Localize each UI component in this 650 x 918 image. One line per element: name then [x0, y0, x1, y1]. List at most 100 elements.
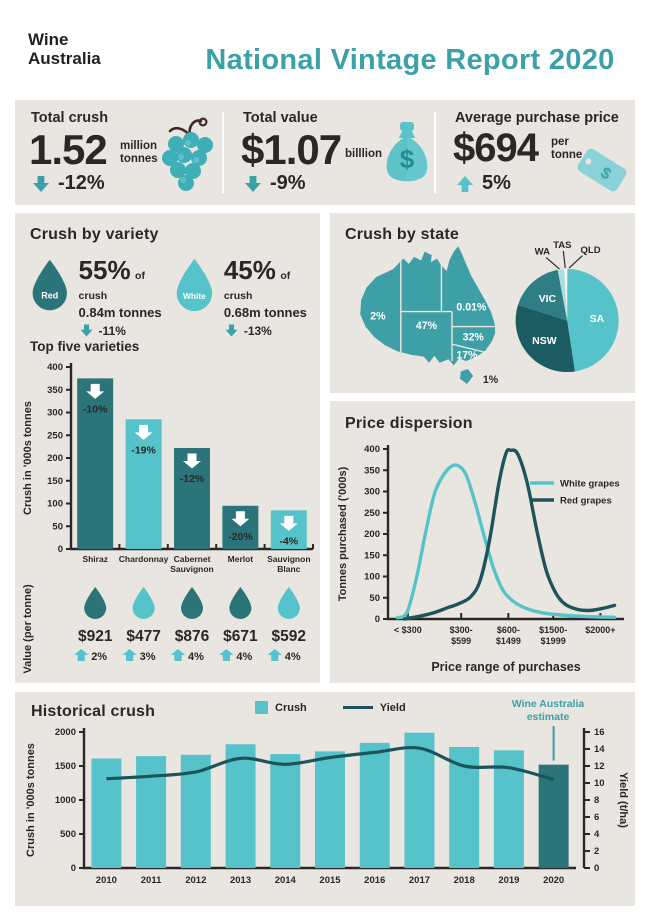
red-drop-icon: Red: [32, 259, 67, 311]
stat-change-text: -9%: [270, 172, 306, 194]
bar-chardonnay: [125, 419, 162, 549]
historical-legend: Crush Yield: [255, 701, 406, 714]
stat-change-text: 5%: [482, 172, 511, 194]
top-five-varieties-title: Top five varieties: [30, 339, 140, 354]
y-tick-label-left: 1500: [55, 761, 76, 772]
crush-by-variety-panel: Crush by variety Red 55% of crush 0.84m …: [15, 213, 320, 683]
map-label-qld: 0.01%: [456, 302, 487, 314]
value-per-tonne-value: $921: [78, 628, 113, 645]
year-label: 2020: [543, 875, 564, 886]
x-tick-label: < $300: [394, 625, 422, 635]
y-tick-label: 50: [369, 593, 380, 604]
stat-total-crush: Total crush 1.52 million tonnes -12%: [15, 100, 222, 205]
bar-category-label: Sauvignon: [170, 564, 213, 574]
drop-label: White: [183, 291, 206, 301]
year-label: 2016: [364, 875, 385, 886]
y-tick-label: 300: [364, 487, 380, 498]
pie-inside-label-sa: SA: [590, 314, 605, 325]
pie-inside-label-vic: VIC: [539, 294, 557, 305]
bar-down-arrow-icon: [134, 424, 153, 440]
y-tick-label-right: 4: [594, 829, 600, 840]
y-tick-label: 100: [364, 572, 380, 583]
section-title: Price dispersion: [345, 415, 473, 432]
y-tick-label: 0: [375, 614, 380, 625]
value-per-tonne-value: $671: [223, 628, 258, 645]
stat-change-text: -12%: [58, 172, 105, 194]
x-tick-label: $2000+: [585, 625, 615, 635]
bar-down-arrow-icon: [183, 453, 201, 469]
state-borders: [400, 261, 495, 361]
stat-value: 1.52: [29, 126, 108, 173]
logo-line2: Australia: [28, 49, 101, 69]
logo-line1: Wine: [28, 30, 69, 49]
y-tick-label: 0: [58, 544, 63, 555]
stats-divider: [434, 112, 436, 193]
up-arrow-icon: [122, 649, 137, 661]
year-label: 2010: [96, 875, 117, 886]
y-tick-label: 400: [364, 444, 380, 455]
legend-yield: Yield: [342, 701, 406, 714]
value-drop-icon: [229, 587, 252, 619]
pie-leader-line: [568, 255, 583, 269]
stat-value: $694: [453, 126, 539, 170]
x-axis-label: Price range of purchases: [431, 660, 580, 674]
year-label: 2014: [275, 875, 297, 886]
value-per-tonne-label: Value (per tonne): [22, 584, 34, 674]
y-tick-label: 250: [364, 508, 380, 519]
up-arrow-icon: [457, 175, 473, 192]
legend-label: Red grapes: [560, 496, 612, 507]
y-axis-label: Tonnes purchased ('000s): [337, 466, 349, 601]
y-tick-label: 100: [47, 499, 63, 510]
price-tag-icon: $: [577, 148, 627, 192]
bar-category-label: Merlot: [228, 554, 254, 564]
stat-unit: million tonnes: [120, 140, 158, 165]
stat-value: $1.07: [241, 126, 342, 173]
legend-yield-label: Yield: [379, 701, 406, 714]
white-change-text: -13%: [243, 323, 272, 338]
value-per-tonne-value: $477: [126, 628, 160, 645]
stat-change: -12%: [31, 172, 105, 195]
stat-label: Total value: [243, 110, 318, 126]
of-crush-label: of crush: [78, 270, 145, 302]
map-label-nsw: 32%: [463, 332, 485, 344]
y-tick-label-right: 16: [594, 727, 605, 738]
down-arrow-icon: [225, 324, 238, 337]
of-crush-label: of crush: [223, 270, 291, 302]
legend-label: White grapes: [560, 479, 620, 490]
pie-leader-line: [545, 257, 560, 270]
top-five-varieties-chart: 0 50 100 150 200 250 300 350 400 Crush in '000s t…: [22, 362, 314, 674]
stat-label: Average purchase price: [455, 110, 619, 126]
x-tick-label: $1999: [541, 636, 566, 646]
left-axis-label: Crush in '000s tonnes: [25, 743, 37, 857]
pie-outside-label-wa: WA: [535, 247, 550, 258]
crush-bar-2010: [91, 758, 122, 868]
annotation-line2: estimate: [526, 711, 570, 724]
value-change-label: 3%: [140, 651, 156, 663]
crush-bar-2015: [315, 751, 345, 868]
y-tick-label: 150: [47, 476, 63, 487]
y-axis-label: Crush in '000s tonnes: [22, 401, 34, 515]
year-label: 2012: [185, 875, 206, 886]
drop-label: Red: [41, 291, 58, 301]
y-tick-label-left: 0: [71, 863, 76, 874]
crush-by-state-panel: Crush by state 2% 47% 0.01% 32% 17% 1% S…: [330, 213, 635, 393]
pie-inside-label-nsw: NSW: [532, 336, 557, 347]
down-arrow-icon: [80, 324, 93, 337]
section-title: Crush by state: [345, 226, 459, 243]
stat-label: Total crush: [31, 110, 109, 126]
bar-shiraz: [77, 378, 114, 549]
money-bag-icon: $: [386, 122, 428, 182]
white-drop-icon: White: [176, 258, 213, 312]
bar-category-label: Blanc: [277, 564, 300, 574]
y-tick-label: 300: [47, 408, 63, 419]
legend-crush-label: Crush: [275, 701, 307, 714]
pie-slice-vic: [518, 269, 568, 321]
bar-category-label: Shiraz: [82, 554, 108, 564]
year-label: 2011: [141, 875, 162, 886]
pie-slice-wa: [557, 269, 568, 321]
bar-change-label: -20%: [228, 531, 253, 543]
y-tick-label-right: 10: [594, 778, 605, 789]
y-tick-label: 350: [364, 465, 380, 476]
red-variety-stat: Red 55% of crush 0.84m tonnes -11%: [29, 255, 167, 338]
